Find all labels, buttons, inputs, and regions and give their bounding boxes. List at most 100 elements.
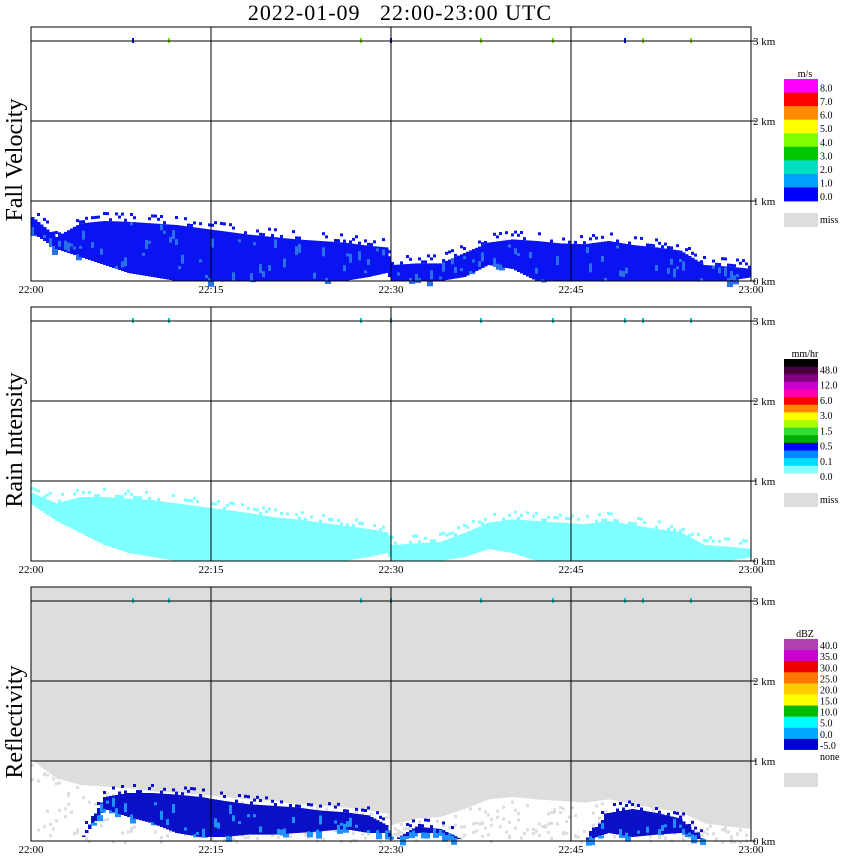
echo-edge xyxy=(409,824,412,828)
echo-edge xyxy=(115,212,118,216)
echo-column xyxy=(682,821,686,834)
echo-gap xyxy=(352,831,355,835)
echo-edge xyxy=(298,236,301,240)
echo-edge xyxy=(241,503,244,507)
echo-envelope-column xyxy=(82,785,86,841)
echo-gap xyxy=(643,809,646,813)
echo-column xyxy=(43,227,47,241)
echo-envelope-column xyxy=(457,811,461,841)
echo-column xyxy=(727,546,731,561)
echo-edge xyxy=(619,802,622,805)
legend-swatch xyxy=(784,79,818,93)
echo-column xyxy=(358,527,362,559)
echo-edge xyxy=(346,523,349,527)
echo-edge xyxy=(193,787,196,791)
echo-edge xyxy=(640,807,643,811)
legend-label: 0.0 xyxy=(820,730,833,741)
echo-column xyxy=(625,810,629,836)
echo-column xyxy=(67,500,71,527)
echo-edge xyxy=(130,213,133,216)
echo-column xyxy=(271,805,275,835)
echo-column xyxy=(49,500,53,517)
echo-envelope-column xyxy=(691,817,695,841)
echo-edge xyxy=(583,241,586,245)
echo-column xyxy=(643,246,647,281)
echo-edge xyxy=(259,512,262,515)
legend-swatch xyxy=(784,473,818,482)
echo-edge xyxy=(391,536,394,539)
echo-edge xyxy=(88,491,91,494)
echo-edge xyxy=(667,812,670,816)
echo-gap xyxy=(124,840,127,844)
echo-envelope-column xyxy=(34,763,38,841)
echo-column xyxy=(46,229,50,243)
echo-column xyxy=(331,524,335,561)
echo-texture xyxy=(727,278,733,288)
echo-edge xyxy=(310,515,313,519)
legend-miss-swatch xyxy=(784,213,818,227)
echo-column xyxy=(373,530,377,556)
echo-envelope-column xyxy=(46,772,50,841)
echo-gap xyxy=(520,836,523,840)
echo-edge xyxy=(676,811,679,815)
echo-column xyxy=(709,545,713,561)
echo-edge xyxy=(280,234,283,238)
echo-edge xyxy=(739,541,742,545)
echo-column xyxy=(625,244,629,281)
echo-column xyxy=(352,527,356,560)
echo-column xyxy=(649,246,653,281)
echo-column xyxy=(415,543,419,561)
echo-gap xyxy=(538,833,541,837)
echo-edge xyxy=(262,233,265,237)
echo-edge xyxy=(37,489,40,493)
echo-gap xyxy=(559,811,562,815)
echo-column xyxy=(625,524,629,561)
echo-column xyxy=(706,545,710,561)
echo-edge xyxy=(616,519,619,523)
echo-gap xyxy=(43,772,46,776)
echo-column xyxy=(61,233,65,251)
echo-column xyxy=(382,531,386,554)
echo-edge xyxy=(304,517,307,521)
echo-column xyxy=(475,247,479,271)
echo-edge xyxy=(679,815,682,819)
echo-gap xyxy=(202,795,205,799)
echo-column xyxy=(349,526,353,560)
echo-texture xyxy=(52,245,58,255)
echo-column xyxy=(529,520,533,559)
echo-edge xyxy=(184,786,187,790)
echo-gap xyxy=(160,836,163,840)
echo-gap xyxy=(703,830,706,834)
echo-column xyxy=(40,224,44,239)
echo-edge xyxy=(259,799,262,802)
echo-edge xyxy=(139,496,142,500)
echo-column xyxy=(700,543,704,561)
echo-edge xyxy=(430,539,433,543)
echo-edge xyxy=(745,262,748,266)
echo-edge xyxy=(523,237,526,241)
echo-gap xyxy=(469,807,472,811)
echo-column xyxy=(361,528,365,558)
echo-edge xyxy=(595,236,598,240)
echo-edge xyxy=(634,522,637,526)
echo-column xyxy=(190,505,194,561)
echo-column xyxy=(526,520,530,558)
echo-edge xyxy=(103,791,106,794)
echo-gap xyxy=(598,821,601,825)
echo-gap xyxy=(463,825,466,829)
echo-edge xyxy=(31,487,34,490)
echo-column xyxy=(220,509,224,561)
echo-edge xyxy=(541,518,544,522)
echo-column xyxy=(214,508,218,561)
echo-column xyxy=(541,521,545,561)
echo-edge xyxy=(109,218,112,222)
echo-gap xyxy=(526,804,529,808)
echo-column xyxy=(391,545,395,561)
echo-column xyxy=(682,533,686,561)
echo-gap xyxy=(547,812,550,816)
echo-gap xyxy=(307,836,310,840)
echo-gap xyxy=(379,840,382,844)
echo-gap xyxy=(58,808,61,812)
echo-column xyxy=(391,265,395,281)
echo-envelope-column xyxy=(484,800,488,841)
